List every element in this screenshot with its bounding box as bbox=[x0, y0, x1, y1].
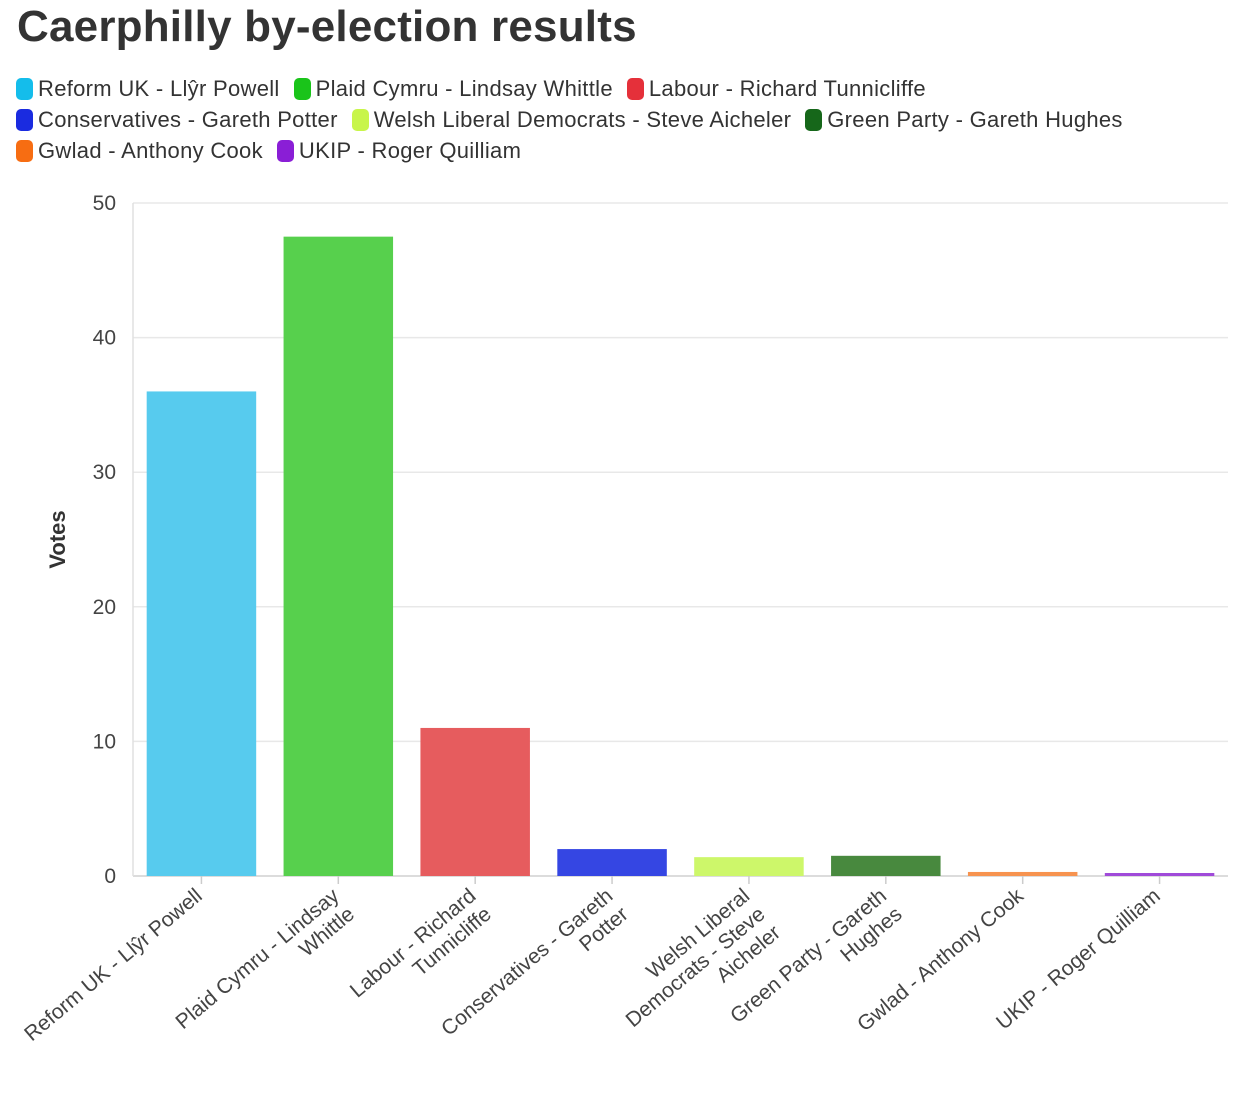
bar[interactable] bbox=[831, 855, 941, 876]
legend-swatch bbox=[805, 108, 823, 131]
legend-label: Welsh Liberal Democrats - Steve Aicheler bbox=[373, 106, 792, 132]
legend-swatch bbox=[16, 108, 33, 131]
legend-label: Gwlad - Anthony Cook bbox=[38, 137, 263, 163]
y-tick-label: 20 bbox=[93, 596, 116, 619]
y-tick-label: 10 bbox=[93, 730, 116, 753]
bar[interactable] bbox=[283, 236, 394, 876]
bar[interactable] bbox=[694, 857, 804, 876]
x-tick-label: Plaid Cymru - LindsayWhittle bbox=[171, 884, 359, 1052]
legend-item[interactable]: Gwlad - Anthony Cook bbox=[16, 138, 263, 163]
legend-label: Plaid Cymru - Lindsay Whittle bbox=[315, 75, 613, 101]
legend-item[interactable]: UKIP - Roger Quilliam bbox=[276, 137, 522, 163]
legend-swatch bbox=[351, 108, 369, 131]
legend-label: Reform UK - Llŷr Powell bbox=[38, 75, 280, 101]
y-axis-title: Votes bbox=[45, 510, 70, 568]
legend-swatch bbox=[16, 139, 33, 162]
legend-label: Conservatives - Gareth Potter bbox=[38, 106, 338, 132]
y-tick-label: 50 bbox=[93, 192, 116, 215]
bar[interactable] bbox=[420, 727, 530, 876]
legend-label: Labour - Richard Tunnicliffe bbox=[648, 75, 926, 101]
y-tick-label: 30 bbox=[93, 461, 116, 484]
legend-swatch bbox=[293, 77, 311, 100]
y-tick-label: 40 bbox=[93, 327, 116, 350]
bar[interactable] bbox=[1104, 873, 1215, 876]
legend-label: UKIP - Roger Quilliam bbox=[298, 137, 522, 163]
legend-item[interactable]: Conservatives - Gareth Potter bbox=[16, 107, 338, 132]
legend-item[interactable]: Welsh Liberal Democrats - Steve Aicheler bbox=[351, 106, 792, 132]
bar[interactable] bbox=[967, 871, 1078, 876]
legend-swatch bbox=[276, 139, 294, 162]
bar[interactable] bbox=[146, 391, 257, 876]
legend-item[interactable]: Plaid Cymru - Lindsay Whittle bbox=[293, 75, 613, 101]
legend-label: Green Party - Gareth Hughes bbox=[827, 106, 1123, 132]
y-tick-label: 0 bbox=[104, 865, 116, 888]
chart-title: Caerphilly by-election results bbox=[17, 2, 637, 51]
bar[interactable] bbox=[557, 849, 667, 876]
chart-legend: Reform UK - Llŷr Powell Plaid Cymru - Lin… bbox=[16, 76, 1216, 163]
x-tick-label: Welsh LiberalDemocrats - SteveAicheler bbox=[606, 884, 785, 1050]
legend-item[interactable]: Labour - Richard Tunnicliffe bbox=[626, 75, 926, 101]
legend-swatch bbox=[16, 77, 33, 100]
legend-swatch bbox=[626, 77, 644, 100]
legend-item[interactable]: Reform UK - Llŷr Powell bbox=[16, 76, 280, 101]
legend-item[interactable]: Green Party - Gareth Hughes bbox=[805, 107, 1122, 132]
